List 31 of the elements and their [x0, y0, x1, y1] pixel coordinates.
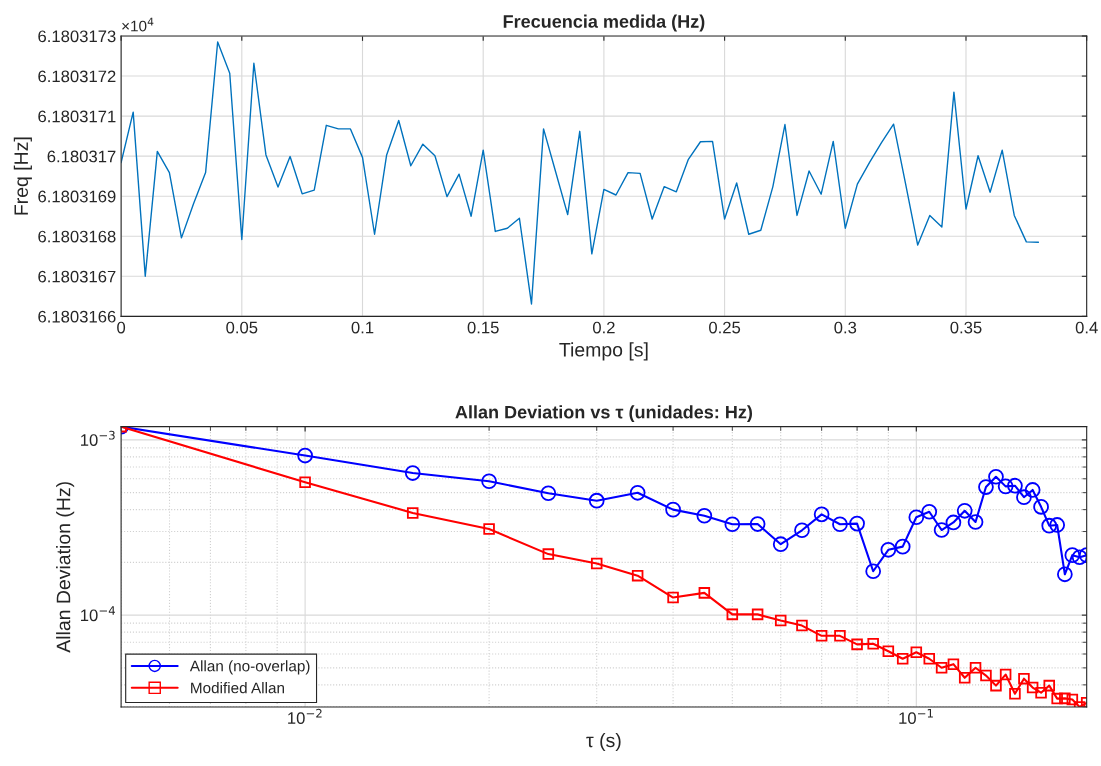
y-tick-label: 10$^{−4}$: [81, 606, 115, 622]
text: ×10$^{4}$: [122, 17, 154, 32]
x-tick-label: 10$^{−1}$: [899, 708, 933, 725]
y-axis-title: Freq [Hz]: [13, 137, 32, 215]
x-tick-label: 0.4: [1075, 321, 1098, 334]
y-tick-label: 6.1803169: [38, 190, 116, 203]
legend-label: Modified Allan: [191, 682, 284, 694]
y-tick-label: 6.180317: [47, 150, 116, 163]
x-tick-label: 0: [117, 321, 126, 334]
y-tick-label: 10$^{−3}$: [81, 430, 115, 446]
x-axis-title: τ (s): [586, 732, 621, 752]
x-tick-label: 0.1: [351, 321, 374, 334]
x-tick-label: 0.35: [950, 321, 982, 334]
y-tick-label: 6.1803166: [38, 310, 116, 323]
x-tick-label: 0.15: [467, 321, 499, 334]
y-tick-label: 6.1803173: [38, 30, 116, 43]
y-axis-title: Allan Deviation (Hz): [56, 482, 75, 653]
chart-title: Allan Deviation vs τ (unidades: Hz): [455, 405, 753, 423]
line-series: [121, 41, 1040, 305]
x-tick-label: 0.2: [592, 321, 615, 334]
legend-label: Allan (no-overlap): [189, 660, 310, 675]
x-tick-label: 0.05: [226, 321, 258, 334]
y-tick-label: 6.1803167: [38, 270, 116, 283]
y-tick-label: 6.1803172: [38, 70, 116, 83]
x-tick-label: 0.25: [709, 321, 741, 334]
y-tick-label: 6.1803171: [38, 110, 116, 123]
y-tick-label: 6.1803168: [38, 230, 116, 243]
x-tick-label: 0.3: [834, 321, 857, 334]
x-tick-label: 10$^{−2}$: [288, 708, 322, 724]
x-axis-title: Tiempo [s]: [559, 342, 648, 361]
chart-title: Frecuencia medida (Hz): [503, 14, 705, 32]
